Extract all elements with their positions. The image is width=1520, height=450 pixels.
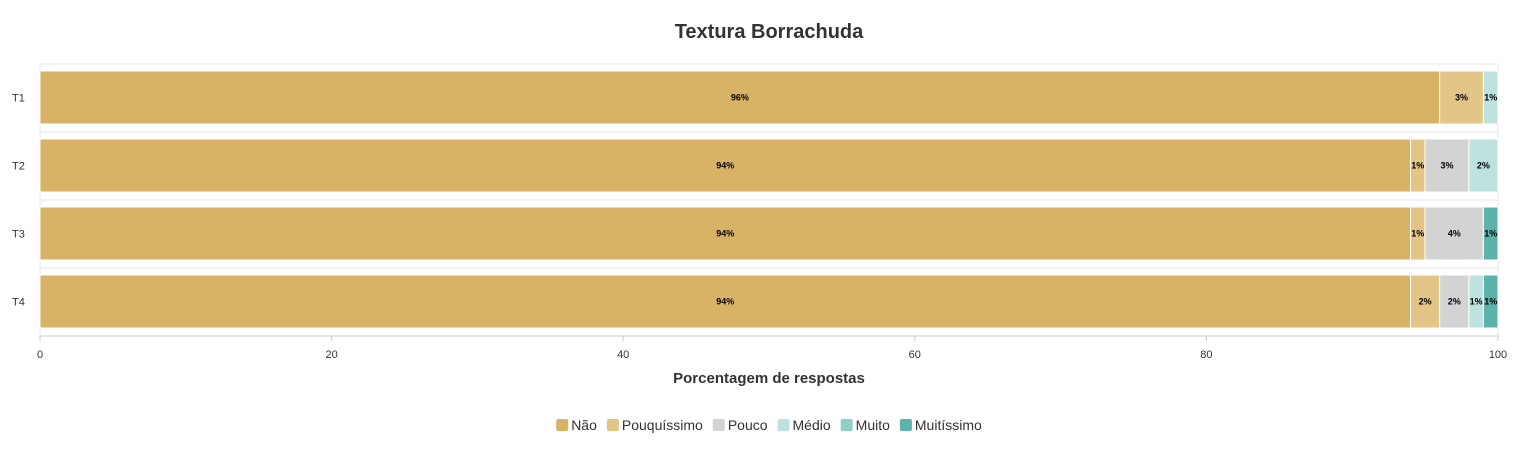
legend-item[interactable]: Médio (777, 417, 831, 433)
bar-segment (1439, 274, 1470, 329)
bar-segment (39, 70, 1441, 125)
category-label: T1 (12, 93, 25, 105)
category-label: T4 (12, 297, 25, 309)
data-label: 1% (1484, 229, 1497, 239)
bar-segment (1424, 138, 1470, 193)
data-labels: 96% 3% 1%94% 1% 3% 2%94% 1% 4% 1%94% 2% 2% 1% 1% (716, 93, 1497, 307)
legend-item[interactable]: Pouquíssimo (606, 417, 703, 433)
legend-label: Muitíssimo (915, 417, 982, 433)
data-label: 1% (1411, 229, 1424, 239)
category-label: T2 (12, 161, 25, 173)
data-label: 96% (731, 93, 749, 103)
legend-label: Médio (793, 417, 831, 433)
data-label: 3% (1455, 93, 1468, 103)
legend-swatch (556, 419, 569, 431)
data-label: 2% (1419, 297, 1432, 307)
legend: Não Pouquíssimo Pouco Médio Muito Muitíssimo (556, 417, 982, 433)
legend-swatch (899, 419, 912, 431)
bar-segment (1468, 138, 1499, 193)
legend-item[interactable]: Muitíssimo (899, 417, 982, 433)
data-label: 3% (1440, 161, 1453, 171)
data-label: 94% (716, 297, 734, 307)
legend-swatch (712, 419, 725, 431)
x-axis-ticks: 0 20 40 60 80 100 (37, 336, 1507, 361)
bar-segment (39, 138, 1412, 193)
data-label: 94% (716, 161, 734, 171)
bar-segment (1482, 206, 1499, 261)
legend-swatch (840, 419, 853, 431)
legend-items: Não Pouquíssimo Pouco Médio Muito Muitíssimo (556, 417, 982, 433)
legend-label: Muito (856, 417, 890, 433)
data-label: 94% (716, 229, 734, 239)
data-label: 1% (1470, 297, 1483, 307)
bar-segment (39, 206, 1412, 261)
bar-segment (1410, 274, 1441, 329)
data-label: 2% (1448, 297, 1461, 307)
bar-segment (39, 274, 1412, 329)
data-label: 4% (1448, 229, 1461, 239)
data-label: 1% (1411, 161, 1424, 171)
legend-swatch (606, 419, 619, 431)
legend-item[interactable]: Muito (840, 417, 890, 433)
legend-label: Não (571, 417, 597, 433)
legend-item[interactable]: Não (556, 417, 597, 433)
x-tick-label: 60 (909, 349, 921, 361)
legend-item[interactable]: Pouco (712, 417, 768, 433)
legend-label: Pouquíssimo (622, 417, 703, 433)
data-label: 1% (1484, 93, 1497, 103)
x-tick-label: 0 (37, 349, 43, 361)
x-tick-label: 100 (1489, 349, 1507, 361)
legend-label: Pouco (728, 417, 768, 433)
x-axis-title: Porcentagem de respostas (673, 370, 865, 387)
category-labels: T1 T2 T3 T4 (12, 93, 25, 309)
bar-segment (1439, 70, 1484, 125)
category-label: T3 (12, 229, 25, 241)
legend-swatch (777, 419, 790, 431)
x-tick-label: 20 (325, 349, 337, 361)
bars (39, 70, 1499, 329)
bar-segment (1424, 206, 1484, 261)
bar-segment (1482, 70, 1499, 125)
data-label: 2% (1477, 161, 1490, 171)
bar-segment (1482, 274, 1499, 329)
x-tick-label: 40 (617, 349, 629, 361)
x-tick-label: 80 (1200, 349, 1212, 361)
chart-title: Textura Borrachuda (675, 21, 864, 43)
data-label: 1% (1484, 297, 1497, 307)
